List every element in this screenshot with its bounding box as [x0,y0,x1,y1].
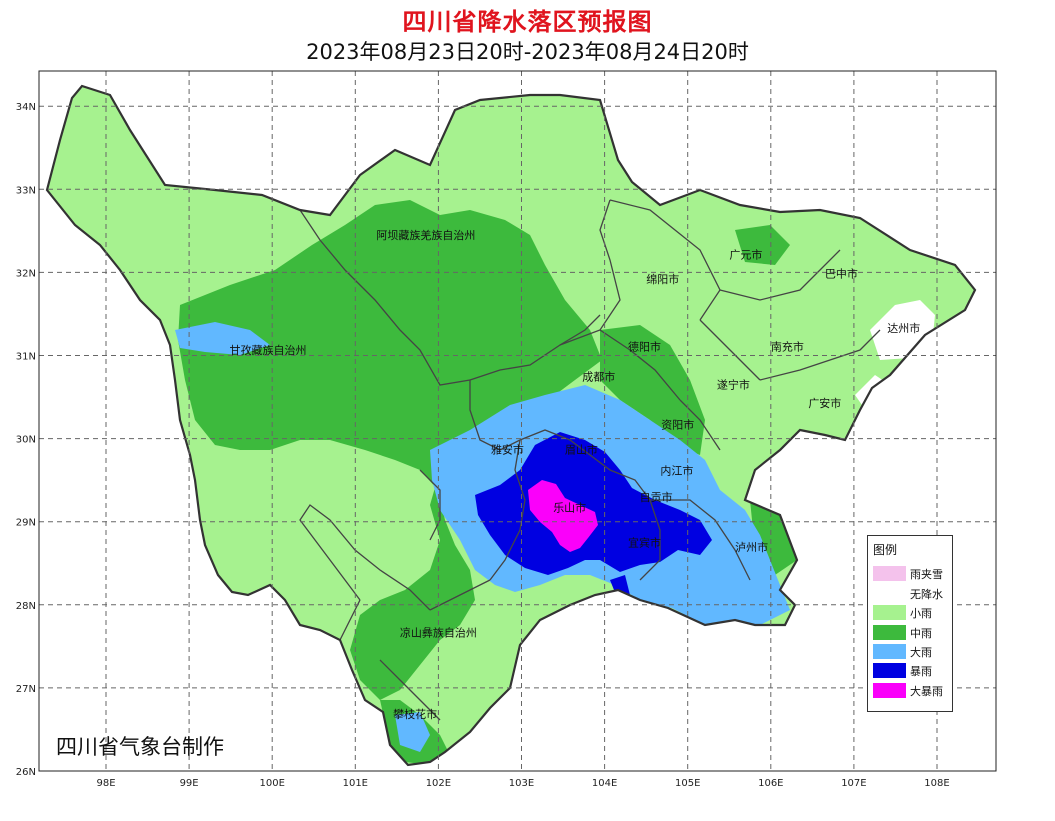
region-label-15: 自贡市 [640,490,673,504]
region-label-0: 阿坝藏族羌族自治州 [376,228,475,242]
legend-swatch-light-rain [873,605,906,620]
lon-tick-label-0: 98E [96,778,115,789]
lat-tick-label-0: 34N [16,102,36,113]
lon-tick-label-8: 106E [758,778,783,789]
region-label-2: 广元市 [729,247,762,261]
lon-tick-label-2: 100E [259,778,284,789]
legend-item-moderate-rain: 中雨 [873,624,932,641]
lon-tick-label-6: 104E [592,778,617,789]
lon-tick-label-1: 99E [180,778,199,789]
lat-tick-label-8: 26N [16,767,36,778]
map-subtitle: 2023年08月23日20时-2023年08月24日20时 [306,40,749,64]
lon-tick-label-7: 105E [675,778,700,789]
lat-lon-grid [39,71,996,771]
legend-item-light-rain: 小雨 [873,604,932,621]
region-label-20: 攀枝花市 [393,707,437,721]
legend-swatch-sleet [873,566,906,581]
lat-tick-label-6: 28N [16,601,36,612]
zone-moderate-rain [178,200,602,700]
legend-swatch-heavy-rain [873,644,906,659]
legend-title: 图例 [873,543,898,557]
legend-label-sleet: 雨夹雪 [910,567,943,581]
region-label-10: 广安市 [808,396,841,410]
legend-swatch-rainstorm [873,663,906,678]
region-label-9: 遂宁市 [717,378,750,392]
legend-swatch-heavy-rainstorm [873,683,906,698]
lat-tick-label-4: 30N [16,435,36,446]
region-label-1: 甘孜藏族自治州 [230,343,307,357]
region-label-17: 宜宾市 [628,536,661,550]
zone-moderate-rain-east [600,325,705,455]
producer-credit: 四川省气象台制作 [56,735,224,759]
legend-item-heavy-rainstorm: 大暴雨 [873,682,943,699]
lon-tick-label-10: 108E [924,778,949,789]
axis-labels: 34N 33N 32N 31N 30N 29N 28N 27N 26N 98E 99E 100E 101… [16,102,950,789]
region-label-5: 达州市 [887,321,920,335]
lon-tick-label-9: 107E [841,778,866,789]
region-label-12: 雅安市 [491,443,524,457]
lon-tick-label-5: 103E [509,778,534,789]
lat-tick-label-1: 33N [16,185,36,196]
region-label-19: 凉山彝族自治州 [400,625,477,639]
legend-item-heavy-rain: 大雨 [873,643,932,660]
legend-label-heavy-rainstorm: 大暴雨 [910,684,943,698]
legend-swatch-moderate-rain [873,625,906,640]
legend-item-no-rain: 无降水 [873,585,943,602]
map-frame [38,70,997,772]
legend-label-rainstorm: 暴雨 [910,664,932,678]
region-label-4: 绵阳市 [646,272,679,286]
lat-tick-label-3: 31N [16,352,36,363]
region-label-11: 资阳市 [661,418,694,432]
lat-tick-label-2: 32N [16,268,36,279]
lat-tick-label-7: 27N [16,684,36,695]
lon-tick-label-3: 101E [343,778,368,789]
zone-rainstorm [475,432,712,575]
legend-label-no-rain: 无降水 [910,587,943,601]
legend: 图例 雨夹雪 无降水 小雨 中雨 大雨 暴雨 大暴雨 [867,535,953,712]
zone-heavy-rain-south [395,712,430,752]
legend-item-rainstorm: 暴雨 [873,662,932,679]
legend-swatch-no-rain [873,586,906,601]
legend-label-heavy-rain: 大雨 [910,645,932,659]
region-label-3: 巴中市 [825,266,858,280]
map-title: 四川省降水落区预报图 [402,8,653,36]
region-label-7: 南充市 [771,340,804,354]
lat-tick-label-5: 29N [16,518,36,529]
region-label-13: 眉山市 [565,443,598,457]
zone-moderate-rain-ne [735,225,790,265]
region-label-6: 德阳市 [628,340,661,354]
lon-tick-label-4: 102E [426,778,451,789]
legend-label-light-rain: 小雨 [910,606,932,620]
region-label-8: 成都市 [582,369,615,383]
legend-label-moderate-rain: 中雨 [910,626,932,640]
region-label-18: 泸州市 [735,540,768,554]
zone-heavy-rain-west [175,322,270,355]
region-label-14: 内江市 [660,463,693,477]
region-label-16: 乐山市 [553,501,586,515]
zone-heavy-rainstorm [528,480,598,552]
legend-item-sleet: 雨夹雪 [873,565,943,582]
